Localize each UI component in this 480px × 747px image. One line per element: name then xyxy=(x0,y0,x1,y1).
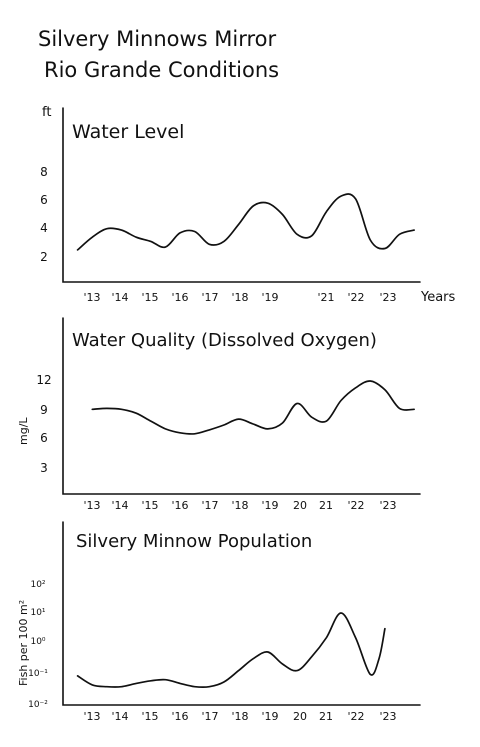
x-tick-label: '15 xyxy=(141,291,158,304)
main-title-line-2: Rio Grande Conditions xyxy=(44,58,279,82)
water-level-x-ticks: '13 '14 '15 '16 '17 '18 '19 '21 '22 '23 xyxy=(83,291,396,304)
water-level-axes xyxy=(62,107,421,283)
x-tick-label: '18 xyxy=(231,499,248,512)
x-tick-label: 21 xyxy=(319,710,333,723)
y-tick-label: 6 xyxy=(40,193,48,207)
y-tick-label: 4 xyxy=(40,221,48,235)
water-quality-series-line xyxy=(91,380,415,435)
x-tick-label: '16 xyxy=(171,291,188,304)
x-tick-label: '15 xyxy=(141,499,158,512)
x-tick-label: '15 xyxy=(141,710,158,723)
y-tick-label: 3 xyxy=(40,461,48,475)
y-tick-label: 8 xyxy=(40,165,48,179)
population-chart: Silvery Minnow Population Fish per 100 m… xyxy=(17,521,421,723)
water-level-y-ticks: 2 4 6 8 xyxy=(40,165,48,264)
x-tick-label: '13 xyxy=(83,499,100,512)
y-tick-label: 10⁻¹ xyxy=(28,669,48,679)
water-level-series-line xyxy=(76,193,415,251)
x-tick-label: '17 xyxy=(201,499,218,512)
water-quality-x-ticks: '13 '14 '15 '16 '17 '18 '19 20 21 '22 '23 xyxy=(83,499,396,512)
x-tick-label: '19 xyxy=(261,710,278,723)
population-title: Silvery Minnow Population xyxy=(76,531,312,552)
population-y-ticks: 10⁻² 10⁻¹ 10⁰ 10¹ 10² xyxy=(28,580,48,710)
x-tick-label: '17 xyxy=(201,291,218,304)
x-tick-label: '14 xyxy=(111,499,128,512)
x-tick-label: '23 xyxy=(379,291,396,304)
x-tick-label: '22 xyxy=(347,291,364,304)
x-tick-label: '16 xyxy=(171,710,188,723)
water-quality-axes xyxy=(62,317,421,495)
y-tick-label: 12 xyxy=(36,373,51,387)
x-tick-label: '21 xyxy=(317,291,334,304)
x-tick-label: '13 xyxy=(83,710,100,723)
y-tick-label: 9 xyxy=(40,403,48,417)
x-tick-label: 20 xyxy=(293,710,307,723)
water-level-ylabel: ft xyxy=(42,105,51,120)
y-tick-label: 6 xyxy=(40,431,48,445)
x-tick-label: '14 xyxy=(111,291,128,304)
water-quality-ylabel: mg/L xyxy=(17,417,30,445)
x-tick-label: '23 xyxy=(379,710,396,723)
y-tick-label: 10² xyxy=(30,580,45,590)
water-level-chart: ft Water Level Years '13'14'15'16'17'18 '… xyxy=(40,105,455,305)
x-tick-label: '18 xyxy=(231,291,248,304)
main-title-line-1: Silvery Minnows Mirror xyxy=(38,27,277,51)
water-level-title: Water Level xyxy=(72,121,184,143)
water-quality-y-ticks: 3 6 9 12 xyxy=(36,373,51,475)
x-tick-label: '13 xyxy=(83,291,100,304)
x-tick-label: '23 xyxy=(379,499,396,512)
x-tick-label: '14 xyxy=(111,710,128,723)
y-tick-label: 10¹ xyxy=(30,608,45,618)
y-tick-label: 10⁰ xyxy=(30,637,45,647)
x-tick-label: '22 xyxy=(347,710,364,723)
x-tick-label: '22 xyxy=(347,499,364,512)
x-tick-label: '16 xyxy=(171,499,188,512)
x-tick-label: 21 xyxy=(319,499,333,512)
x-tick-label: '18 xyxy=(231,710,248,723)
water-level-xlabel: Years xyxy=(420,290,456,305)
x-tick-label: 20 xyxy=(293,499,307,512)
x-tick-label: '19 xyxy=(261,291,278,304)
population-axes xyxy=(62,521,421,706)
population-series-line xyxy=(76,612,386,689)
water-quality-chart: Water Quality (Dissolved Oxygen) mg/L '1… xyxy=(17,317,421,512)
water-quality-title: Water Quality (Dissolved Oxygen) xyxy=(72,330,377,351)
population-ylabel: Fish per 100 m² xyxy=(17,600,30,686)
x-tick-label: '19 xyxy=(261,499,278,512)
x-tick-label: '17 xyxy=(201,710,218,723)
y-tick-label: 10⁻² xyxy=(28,700,48,710)
y-tick-label: 2 xyxy=(40,250,48,264)
population-x-ticks: '13 '14 '15 '16 '17 '18 '19 20 21 '22 '23 xyxy=(83,710,396,723)
